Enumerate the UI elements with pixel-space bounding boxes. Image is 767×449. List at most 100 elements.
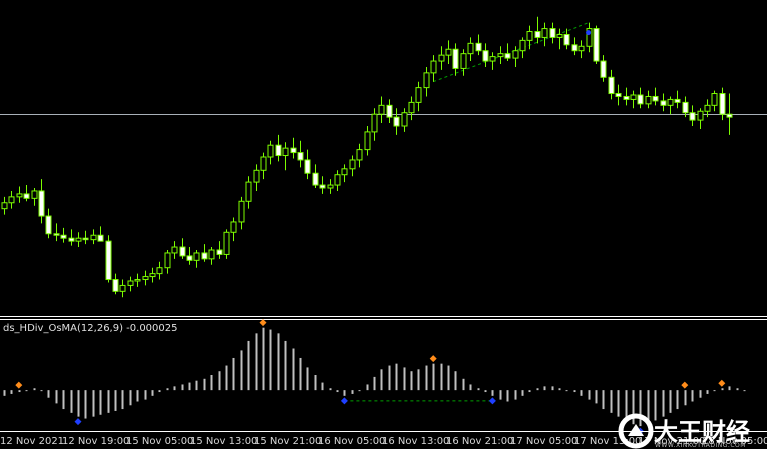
peak-marker: [259, 319, 267, 327]
candle-bull: [364, 131, 371, 151]
candle-bull: [408, 101, 415, 114]
time-label: 16 Nov 13:00: [382, 436, 449, 447]
candle-bear: [60, 234, 67, 239]
candle-bear: [304, 159, 311, 174]
candle-bear: [534, 31, 541, 38]
candle-bull: [489, 56, 496, 62]
logo-ring-icon: [618, 413, 654, 449]
candle-bull: [223, 231, 230, 255]
time-label: 18 Nov 05:00: [702, 436, 767, 447]
candle-bull: [415, 87, 422, 103]
candle-bear: [23, 193, 30, 199]
candle-bear: [186, 255, 193, 261]
candle-bull: [327, 184, 334, 189]
candle-bear: [290, 147, 297, 154]
candle-bull: [16, 193, 23, 198]
candle-bull: [1, 202, 8, 210]
candle-bear: [386, 104, 393, 118]
candles: [1, 16, 733, 298]
candle-bull: [230, 221, 237, 233]
time-label: 17 Nov 21:00: [638, 436, 705, 447]
candle-bull: [238, 200, 245, 223]
candle-bear: [682, 101, 689, 114]
peak-marker: [429, 355, 437, 363]
candle-bull: [142, 276, 149, 281]
candle-bear: [608, 76, 615, 95]
candle-bear: [201, 252, 208, 260]
candle-bull: [171, 246, 178, 254]
time-label: 15 Nov 05:00: [126, 436, 193, 447]
candle-bear: [82, 237, 89, 241]
candle-bull: [119, 284, 126, 292]
candle-bull: [630, 94, 637, 100]
candle-bear: [475, 42, 482, 52]
time-label: 15 Nov 13:00: [190, 436, 257, 447]
peak-marker: [718, 379, 726, 387]
indicator-pane[interactable]: ds_HDiv_OsMA(12,26,9) -0.000025: [3, 319, 746, 435]
candle-bear: [689, 112, 696, 121]
candle-bull: [519, 39, 526, 52]
candle-bear: [105, 240, 112, 281]
indicator-label: ds_HDiv_OsMA(12,26,9) -0.000025: [3, 323, 178, 334]
candle-bear: [719, 93, 726, 115]
watermark-brand: 大王财经: [654, 418, 750, 446]
time-label: 12 Nov 2021: [0, 436, 64, 447]
candle-bear: [637, 94, 644, 105]
price-divergence-line: [433, 22, 589, 83]
time-label: 17 Nov 05:00: [510, 436, 577, 447]
candle-bear: [549, 28, 556, 38]
candle-bear: [112, 279, 119, 292]
candle-bear: [615, 93, 622, 97]
candle-bull: [497, 53, 504, 58]
candle-bear: [563, 33, 570, 46]
candle-bear: [504, 53, 511, 59]
candle-bull: [667, 98, 674, 106]
time-label: 15 Nov 21:00: [254, 436, 321, 447]
candle-bull: [512, 50, 519, 59]
candle-bear: [571, 44, 578, 52]
candle-bear: [600, 60, 607, 78]
candle-bull: [156, 267, 163, 275]
candle-bull: [467, 42, 474, 55]
time-label: 17 Nov 13:00: [574, 436, 641, 447]
price-pane[interactable]: [0, 16, 767, 298]
candle-bear: [53, 233, 60, 236]
candle-bear: [179, 246, 186, 257]
candle-bull: [645, 95, 652, 105]
candle-bull: [578, 45, 585, 52]
candle-bear: [312, 172, 319, 186]
candle-bull: [423, 72, 430, 89]
candle-bear: [482, 50, 489, 62]
candle-bear: [38, 190, 45, 217]
candle-bull: [208, 249, 215, 260]
candle-bull: [704, 104, 711, 112]
candle-bear: [652, 95, 659, 102]
candle-bull: [438, 54, 445, 62]
candle-bear: [216, 249, 223, 255]
candle-bull: [31, 190, 38, 199]
trough-marker: [488, 397, 496, 405]
candle-bull: [349, 159, 356, 170]
price-swing-marker: [586, 30, 592, 36]
candle-bear: [97, 234, 104, 242]
candle-bear: [319, 184, 326, 189]
logo-arrow-icon: [628, 424, 644, 436]
candle-bull: [134, 279, 141, 282]
candle-bull: [697, 110, 704, 121]
trough-marker: [340, 397, 348, 405]
candle-bear: [660, 100, 667, 106]
candle-bear: [452, 48, 459, 69]
candle-bear: [623, 95, 630, 100]
watermark-site: WWW.XINKOTRADING.COM: [655, 442, 746, 449]
time-label: 16 Nov 05:00: [318, 436, 385, 447]
histogram-bars: [3, 327, 746, 427]
candle-bull: [586, 28, 593, 47]
candle-bear: [593, 28, 600, 62]
candle-bull: [541, 28, 548, 38]
candle-bull: [149, 273, 156, 278]
candle-bull: [371, 113, 378, 133]
candle-bull: [356, 149, 363, 161]
candle-bull: [445, 48, 452, 56]
